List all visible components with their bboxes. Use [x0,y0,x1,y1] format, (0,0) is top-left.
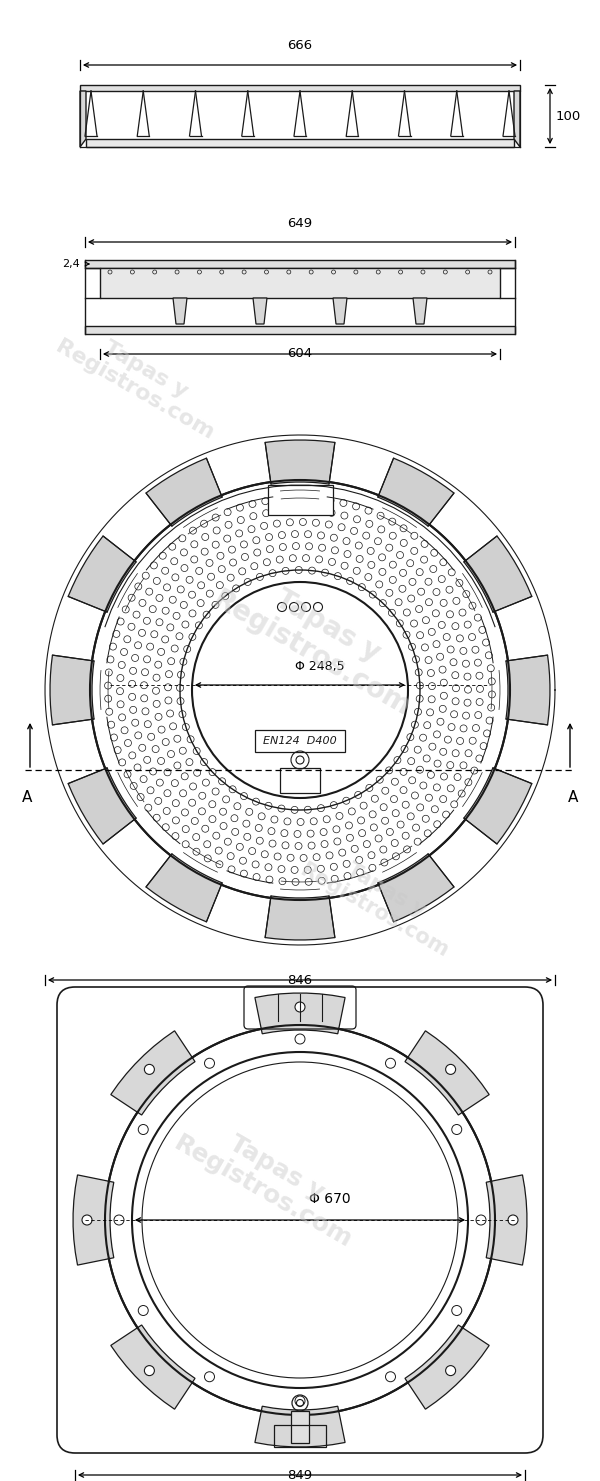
Bar [100,268,500,298]
Bar [255,730,345,752]
Polygon shape [464,536,532,612]
Polygon shape [333,298,347,324]
Polygon shape [255,1407,345,1447]
Bar [85,326,515,335]
Text: Tapas y
Registros.com: Tapas y Registros.com [170,1108,370,1253]
Circle shape [386,1371,395,1382]
Polygon shape [253,298,267,324]
Polygon shape [111,1031,195,1115]
Circle shape [138,1305,148,1315]
Circle shape [205,1059,214,1068]
Polygon shape [255,994,345,1034]
Text: 849: 849 [287,1469,313,1481]
Polygon shape [173,298,187,324]
Circle shape [82,1214,92,1225]
Polygon shape [68,536,136,612]
Polygon shape [265,896,335,940]
Bar [268,484,332,515]
Bar [85,261,515,268]
Polygon shape [506,655,550,724]
Circle shape [446,1365,455,1376]
Polygon shape [405,1031,489,1115]
Polygon shape [378,855,454,921]
Circle shape [138,1124,148,1134]
Text: 649: 649 [287,218,313,230]
Polygon shape [378,458,454,526]
Text: 846: 846 [287,974,313,986]
Bar [86,139,514,147]
Circle shape [452,1124,462,1134]
Circle shape [295,1003,305,1012]
Text: EN124  D400: EN124 D400 [263,736,337,746]
Circle shape [145,1065,154,1074]
Circle shape [295,1397,305,1405]
Text: 2,4: 2,4 [62,259,80,270]
Circle shape [192,582,408,798]
Polygon shape [146,855,222,921]
Circle shape [386,1059,395,1068]
Polygon shape [73,1174,114,1265]
Text: 604: 604 [287,347,313,360]
Polygon shape [265,440,335,484]
Bar [291,1411,309,1442]
Polygon shape [405,1325,489,1410]
Bar [80,84,520,90]
Circle shape [114,1214,124,1225]
Text: Tapas y
Registros.com: Tapas y Registros.com [296,840,464,961]
Circle shape [446,1065,455,1074]
Circle shape [476,1214,486,1225]
Circle shape [452,1305,462,1315]
Polygon shape [50,655,94,724]
Text: 100: 100 [556,110,581,123]
Circle shape [205,1371,215,1382]
Text: 666: 666 [287,39,313,52]
Bar [274,1425,326,1447]
Circle shape [295,1428,305,1438]
Polygon shape [146,458,222,526]
Text: Φ 670: Φ 670 [309,1192,351,1206]
Text: A: A [568,789,578,806]
Text: A: A [22,789,32,806]
Polygon shape [80,90,86,147]
Text: Tapas y
Registros.com: Tapas y Registros.com [52,317,229,443]
Text: Φ 248,5: Φ 248,5 [295,661,345,672]
Circle shape [145,1365,154,1376]
Circle shape [295,1034,305,1044]
Circle shape [508,1214,518,1225]
Polygon shape [486,1174,527,1265]
Polygon shape [514,90,520,147]
Polygon shape [464,767,532,844]
Polygon shape [413,298,427,324]
Polygon shape [111,1325,195,1410]
Text: Tapas y
Registros.com: Tapas y Registros.com [208,558,432,723]
Bar [280,769,320,792]
Polygon shape [68,767,136,844]
